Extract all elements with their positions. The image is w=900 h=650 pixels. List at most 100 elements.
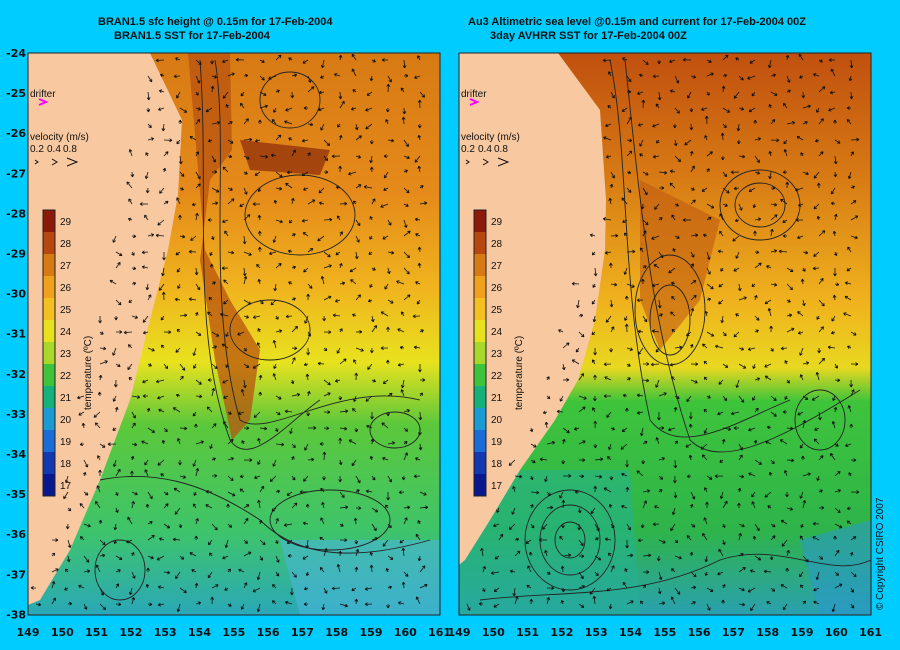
velocity-vector bbox=[179, 426, 188, 431]
velocity-vector bbox=[112, 395, 117, 402]
velocity-vector bbox=[175, 57, 181, 61]
velocity-vector bbox=[624, 295, 629, 301]
velocity-vector bbox=[738, 566, 746, 573]
left-velocity-scale-1: 0.2 bbox=[30, 144, 44, 155]
velocity-vector bbox=[291, 325, 299, 333]
velocity-vector bbox=[786, 549, 790, 557]
colorbar-swatch bbox=[43, 210, 55, 232]
velocity-vector bbox=[323, 347, 328, 352]
velocity-vector bbox=[706, 203, 715, 209]
velocity-vector bbox=[578, 373, 585, 381]
velocity-vector bbox=[609, 183, 614, 189]
velocity-vector bbox=[139, 202, 149, 206]
velocity-vector bbox=[195, 394, 203, 399]
velocity-vector bbox=[527, 565, 532, 573]
velocity-vector bbox=[227, 121, 233, 125]
velocity-vector bbox=[514, 537, 520, 542]
velocity-vector bbox=[303, 187, 309, 191]
velocity-vector bbox=[319, 566, 325, 573]
velocity-vector bbox=[144, 171, 149, 180]
velocity-vector bbox=[671, 507, 676, 516]
velocity-vector bbox=[146, 91, 151, 101]
velocity-vector bbox=[722, 203, 728, 207]
left-velocity-scale-3: 0.8 bbox=[63, 144, 77, 155]
velocity-vector bbox=[576, 299, 580, 309]
velocity-vector bbox=[323, 170, 329, 174]
velocity-vector bbox=[383, 154, 389, 159]
velocity-vector bbox=[706, 151, 713, 157]
velocity-vector bbox=[784, 395, 788, 400]
velocity-vector bbox=[160, 344, 165, 349]
velocity-vector bbox=[813, 171, 820, 179]
velocity-vector bbox=[690, 280, 697, 285]
velocity-vector bbox=[818, 411, 822, 421]
velocity-vector bbox=[285, 182, 293, 189]
velocity-vector bbox=[284, 600, 293, 605]
velocity-vector bbox=[544, 421, 549, 429]
velocity-vector bbox=[272, 459, 277, 467]
velocity-vector bbox=[578, 539, 584, 546]
velocity-vector bbox=[831, 315, 836, 322]
velocity-vector bbox=[530, 459, 536, 464]
velocity-vector bbox=[369, 75, 374, 82]
velocity-vector bbox=[589, 587, 596, 595]
velocity-vector bbox=[767, 307, 772, 317]
velocity-vector bbox=[163, 151, 169, 157]
velocity-vector bbox=[417, 262, 422, 269]
velocity-vector bbox=[670, 376, 676, 381]
velocity-vector bbox=[419, 185, 424, 189]
velocity-vector bbox=[642, 265, 647, 269]
velocity-vector bbox=[336, 347, 341, 354]
velocity-vector bbox=[206, 406, 213, 413]
velocity-vector bbox=[190, 235, 197, 241]
velocity-vector bbox=[176, 139, 181, 145]
velocity-vector bbox=[354, 123, 359, 131]
velocity-vector bbox=[722, 123, 727, 129]
velocity-vector bbox=[735, 57, 740, 61]
velocity-vector bbox=[415, 281, 421, 285]
x-tick-label-right: 150 bbox=[482, 626, 505, 639]
colorbar-tick-label: 22 bbox=[491, 371, 503, 382]
velocity-vector bbox=[834, 282, 840, 287]
velocity-vector bbox=[658, 313, 663, 317]
velocity-vector bbox=[239, 102, 245, 109]
velocity-vector bbox=[610, 282, 618, 287]
velocity-vector bbox=[222, 59, 229, 64]
velocity-vector bbox=[195, 75, 201, 84]
velocity-vector bbox=[770, 395, 777, 401]
velocity-vector bbox=[400, 311, 405, 317]
velocity-vector bbox=[624, 568, 628, 573]
velocity-vector bbox=[96, 485, 101, 493]
velocity-vector bbox=[636, 298, 644, 303]
velocity-vector bbox=[352, 313, 357, 318]
velocity-vector bbox=[786, 89, 791, 93]
y-tick-label: -36 bbox=[6, 528, 26, 541]
velocity-vector bbox=[738, 296, 747, 301]
velocity-vector bbox=[338, 550, 343, 557]
velocity-vector bbox=[286, 170, 293, 175]
velocity-vector bbox=[658, 251, 664, 259]
velocity-vector bbox=[259, 75, 265, 81]
velocity-vector bbox=[738, 474, 745, 479]
velocity-vector bbox=[509, 569, 516, 574]
velocity-vector bbox=[243, 504, 250, 509]
velocity-vector bbox=[782, 410, 788, 414]
velocity-vector bbox=[192, 503, 197, 509]
velocity-vector bbox=[175, 251, 181, 256]
velocity-vector bbox=[348, 171, 357, 176]
velocity-vector bbox=[339, 523, 344, 527]
velocity-vector bbox=[802, 555, 809, 563]
velocity-vector bbox=[589, 233, 596, 238]
velocity-vector bbox=[222, 379, 229, 384]
velocity-vector bbox=[147, 123, 152, 129]
velocity-vector bbox=[815, 571, 820, 581]
colorbar-frame bbox=[473, 209, 487, 497]
velocity-vector bbox=[371, 507, 379, 513]
velocity-vector bbox=[833, 155, 838, 165]
velocity-vector bbox=[767, 505, 772, 509]
velocity-vector bbox=[355, 506, 362, 510]
left-velocity-scale-2: 0.4 bbox=[47, 144, 61, 155]
velocity-vector bbox=[35, 602, 42, 607]
velocity-vector bbox=[225, 363, 229, 368]
velocity-vector bbox=[178, 459, 182, 466]
